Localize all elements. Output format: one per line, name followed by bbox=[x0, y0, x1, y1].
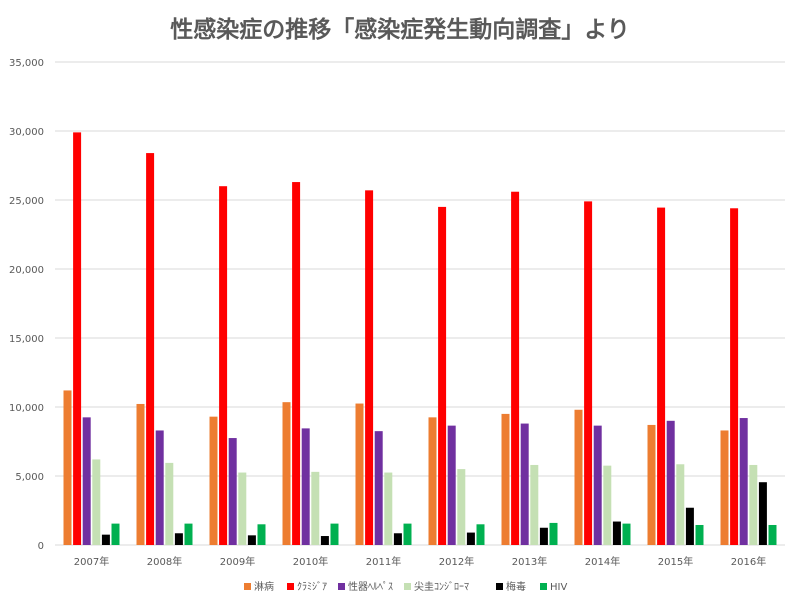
bar bbox=[219, 186, 228, 545]
x-tick-label: 2014年 bbox=[585, 555, 620, 568]
bar bbox=[501, 413, 510, 545]
bar bbox=[768, 524, 777, 545]
bar bbox=[247, 535, 256, 545]
bar bbox=[749, 464, 758, 545]
legend-swatch bbox=[287, 583, 294, 590]
y-tick-label: 10,000 bbox=[9, 403, 44, 414]
bar bbox=[593, 425, 602, 545]
legend-label: HIV bbox=[550, 582, 567, 593]
bar bbox=[739, 418, 748, 545]
bar bbox=[92, 459, 101, 545]
bar bbox=[612, 521, 621, 545]
legend-label: 尖圭ｺﾝｼﾞﾛｰﾏ bbox=[414, 580, 469, 593]
bar bbox=[330, 523, 339, 545]
bar bbox=[238, 472, 247, 545]
bar bbox=[403, 523, 412, 545]
bar bbox=[73, 132, 82, 545]
bar bbox=[466, 532, 475, 545]
legend-swatch bbox=[404, 583, 411, 590]
bar bbox=[393, 533, 402, 545]
bar bbox=[209, 416, 218, 545]
bar bbox=[101, 534, 110, 545]
bar bbox=[82, 417, 91, 545]
legend-label: ｸﾗﾐｼﾞｱ bbox=[297, 581, 327, 593]
bar bbox=[758, 482, 767, 545]
bar bbox=[355, 403, 364, 545]
bar bbox=[428, 417, 437, 545]
bar bbox=[365, 190, 374, 545]
x-tick-label: 2009年 bbox=[220, 555, 255, 568]
bar bbox=[539, 527, 548, 545]
x-tick-label: 2015年 bbox=[658, 555, 693, 568]
x-axis-ticks: 2007年 2008年 2009年 2010年 2011年 2012年 2013年 2014年… bbox=[74, 555, 766, 568]
bar bbox=[603, 465, 612, 545]
y-tick-label: 35,000 bbox=[9, 58, 44, 69]
bar bbox=[438, 206, 447, 545]
x-tick-label: 2011年 bbox=[366, 555, 401, 568]
bar bbox=[549, 522, 558, 545]
bar bbox=[676, 464, 685, 545]
bar bbox=[111, 523, 120, 545]
bar bbox=[657, 207, 666, 545]
x-tick-label: 2012年 bbox=[439, 555, 474, 568]
bar bbox=[695, 524, 704, 545]
y-tick-label: 5,000 bbox=[15, 472, 44, 483]
legend-label: 淋病 bbox=[254, 580, 274, 593]
bar bbox=[165, 462, 174, 545]
legend-label: 性器ﾍﾙﾍﾟｽ bbox=[348, 580, 393, 593]
bar bbox=[447, 425, 456, 545]
legend-swatch bbox=[338, 583, 345, 590]
bar bbox=[457, 469, 466, 545]
bars bbox=[63, 132, 777, 545]
y-tick-label: 25,000 bbox=[9, 196, 44, 207]
bar bbox=[282, 402, 291, 545]
bar bbox=[622, 523, 631, 545]
bar bbox=[257, 524, 266, 545]
bar bbox=[174, 533, 183, 545]
bar bbox=[320, 536, 329, 545]
bar bbox=[647, 424, 656, 545]
x-tick-label: 2007年 bbox=[74, 555, 109, 568]
bar bbox=[666, 420, 675, 545]
bar bbox=[730, 208, 739, 545]
bar bbox=[720, 430, 729, 545]
x-tick-label: 2016年 bbox=[731, 555, 766, 568]
bar bbox=[511, 191, 520, 545]
bar bbox=[228, 438, 237, 545]
bar bbox=[146, 153, 155, 545]
legend-label: 梅毒 bbox=[506, 580, 526, 593]
y-axis-ticks: 0 5,000 10,000 15,000 20,000 25,000 30,000 35,0… bbox=[9, 58, 44, 552]
bar bbox=[584, 201, 593, 545]
bar bbox=[292, 182, 301, 545]
x-tick-label: 2008年 bbox=[147, 555, 182, 568]
y-tick-label: 0 bbox=[38, 541, 44, 552]
y-tick-label: 15,000 bbox=[9, 334, 44, 345]
bar bbox=[384, 472, 393, 545]
bar bbox=[301, 428, 310, 545]
bar bbox=[574, 409, 583, 545]
gridlines bbox=[55, 61, 785, 546]
bar bbox=[476, 524, 485, 545]
y-tick-label: 30,000 bbox=[9, 127, 44, 138]
chart-title: 性感染症の推移「感染症発生動向調査」より bbox=[170, 16, 630, 43]
bar bbox=[530, 464, 539, 545]
bar bbox=[136, 403, 145, 545]
legend: 淋病 ｸﾗﾐｼﾞｱ 性器ﾍﾙﾍﾟｽ 尖圭ｺﾝｼﾞﾛｰﾏ 梅毒 HIV bbox=[244, 580, 567, 593]
legend-swatch bbox=[496, 583, 503, 590]
bar bbox=[520, 423, 529, 545]
bar bbox=[311, 471, 320, 545]
bar bbox=[155, 430, 164, 545]
bar bbox=[374, 431, 383, 545]
bar bbox=[63, 390, 72, 545]
y-tick-label: 20,000 bbox=[9, 265, 44, 276]
legend-swatch bbox=[540, 583, 547, 590]
bar bbox=[685, 507, 694, 545]
legend-swatch bbox=[244, 583, 251, 590]
bar bbox=[184, 523, 193, 545]
x-tick-label: 2010年 bbox=[293, 555, 328, 568]
x-tick-label: 2013年 bbox=[512, 555, 547, 568]
